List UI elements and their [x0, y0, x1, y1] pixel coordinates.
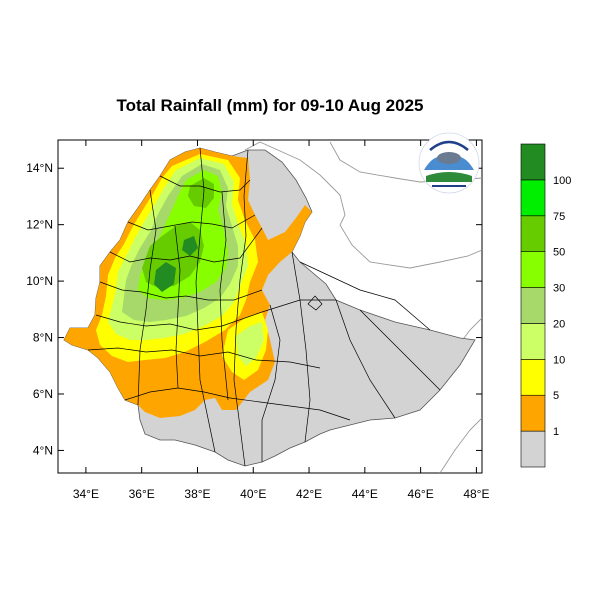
- legend-swatch: [520, 179, 546, 217]
- x-tick-label: 36°E: [129, 487, 155, 501]
- legend-label: 75: [553, 211, 565, 223]
- chart-title: Total Rainfall (mm) for 09-10 Aug 2025: [116, 96, 424, 115]
- legend-label: 50: [553, 247, 565, 259]
- legend-label: 1: [553, 426, 559, 438]
- x-tick-label: 34°E: [73, 487, 99, 501]
- meteorology-agency-logo: [418, 132, 480, 194]
- legend-swatch: [520, 287, 546, 324]
- legend-swatch: [520, 394, 546, 432]
- y-tick-label: 10°N: [26, 274, 53, 288]
- x-tick-label: 40°E: [240, 487, 266, 501]
- legend-swatch: [520, 323, 546, 360]
- rain-zone-50mm-north: [188, 178, 214, 208]
- legend-label: 5: [553, 390, 559, 402]
- rain-zone-100mm: [154, 262, 176, 292]
- x-tick-label: 38°E: [184, 487, 210, 501]
- x-axis: 34°E 36°E 38°E 40°E 42°E 44°E 46°E 48°E: [73, 140, 489, 501]
- legend-swatch: [520, 359, 546, 396]
- legend-swatch: [520, 430, 546, 468]
- legend-swatch: [520, 143, 546, 181]
- legend-label: 100: [553, 175, 571, 187]
- x-tick-label: 42°E: [296, 487, 322, 501]
- y-tick-label: 8°N: [33, 331, 53, 345]
- color-legend: 1 5 10 20 30 50 75 100: [520, 143, 571, 468]
- x-tick-label: 48°E: [463, 487, 489, 501]
- legend-label: 30: [553, 283, 565, 295]
- x-tick-label: 46°E: [408, 487, 434, 501]
- y-tick-label: 6°N: [33, 387, 53, 401]
- admin-boundaries: [87, 147, 441, 467]
- y-axis: 14°N 12°N 10°N 8°N 6°N 4°N: [26, 161, 482, 457]
- y-tick-label: 14°N: [26, 161, 53, 175]
- y-tick-label: 12°N: [26, 218, 53, 232]
- x-tick-label: 44°E: [352, 487, 378, 501]
- legend-swatch: [520, 251, 546, 288]
- y-tick-label: 4°N: [33, 443, 53, 457]
- rain-zone-100mm-b: [182, 236, 198, 256]
- legend-swatch: [520, 215, 546, 252]
- rain-zone-10mm-east: [236, 322, 264, 366]
- legend-label: 10: [553, 354, 565, 366]
- legend-label: 20: [553, 318, 565, 330]
